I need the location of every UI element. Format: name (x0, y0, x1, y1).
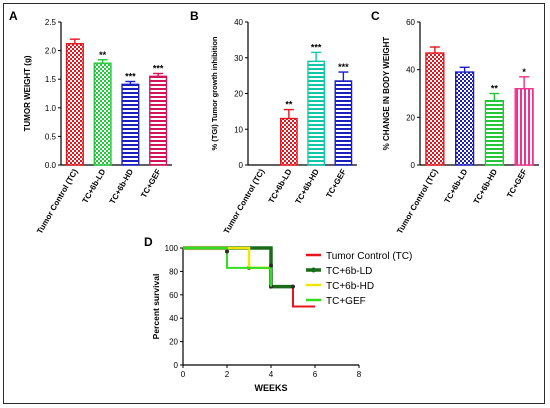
survival-y-tick-label: 40 (169, 314, 178, 323)
panel-b-y-tick-label: 30 (234, 54, 243, 63)
survival-censor-marker (269, 263, 273, 268)
survival-x-axis-label: WEEKS (254, 383, 287, 393)
survival-y-tick-label: 0 (174, 361, 179, 370)
panel-a-y-tick-label: 2.0 (45, 47, 57, 56)
survival-x-tick-label: 0 (181, 370, 186, 379)
legend-label: TC+6b-HD (326, 281, 374, 292)
panel-c-bar (425, 52, 445, 166)
panel-b-y-tick-label: 40 (234, 18, 243, 27)
survival-x-tick-label: 8 (357, 370, 362, 379)
legend-swatch-marker (311, 267, 316, 273)
panel-a-significance-label: *** (153, 63, 164, 73)
figure-frame (3, 3, 545, 404)
panel-c-bar (514, 88, 534, 166)
legend-label: TC+6b-LD (326, 266, 372, 277)
panel-b-significance-label: *** (311, 42, 322, 52)
panel-b-category-label: TC+6b-LD (267, 167, 294, 205)
panel-c-significance-label: * (522, 67, 526, 77)
panel-letter-b: B (190, 9, 199, 23)
panel-a-significance-label: ** (99, 50, 107, 60)
survival-x-tick-label: 4 (269, 370, 274, 379)
panel-c-y-tick-label: 40 (406, 66, 415, 75)
panel-a-bar (65, 43, 84, 166)
panel-c-y-tick-label: 20 (406, 113, 415, 122)
panel-b-y-tick-label: 20 (234, 90, 243, 99)
panel-a-y-tick-label: 1.5 (45, 75, 57, 84)
panel-c-significance-label: ** (491, 84, 499, 94)
panel-c-category-label: TC+6b-LD (443, 167, 470, 205)
panel-a-y-axis-label: TUMOR WEIGHT (g) (23, 55, 32, 131)
panel-b-y-tick-label: 0 (239, 161, 244, 170)
panel-b-bar (307, 60, 326, 166)
panel-a-category-label: Tumor Control (TC) (35, 167, 80, 235)
panel-letter-a: A (9, 9, 18, 23)
panel-c-y-tick-label: 60 (406, 18, 415, 27)
panel-a-y-tick-label: 0.5 (45, 132, 57, 141)
survival-y-tick-label: 80 (169, 267, 178, 276)
survival-x-tick-label: 6 (313, 370, 318, 379)
panel-letter-c: C (371, 9, 380, 23)
panel-b-significance-label: ** (285, 100, 293, 110)
panel-a-category-label: TC+6b-LD (81, 167, 108, 205)
panel-b-category-label: TC+6b-HD (294, 167, 321, 205)
panel-a-y-tick-label: 2.5 (45, 18, 57, 27)
panel-b-y-tick-label: 10 (234, 125, 243, 134)
legend-label: TC+GEF (326, 296, 366, 307)
panel-letter-d: D (144, 235, 153, 249)
panel-a-bar (93, 62, 112, 166)
panel-a-category-label: TC+6b-HD (108, 167, 135, 205)
survival-x-tick-label: 2 (225, 370, 230, 379)
panel-c-y-axis-label: % CHANGE IN BODY WEIGHT (382, 37, 391, 151)
survival-y-tick-label: 60 (169, 291, 178, 300)
panel-b-y-axis-label: % (TGI) Tumor growth inhibition (210, 36, 219, 150)
panel-c-category-label: Tumor Control (TC) (395, 167, 440, 235)
panel-b-category-label: Tumor Control (TC) (222, 167, 267, 235)
survival-y-tick-label: 100 (165, 244, 179, 253)
panel-c-bar (455, 71, 475, 166)
panel-a-y-tick-label: 0.0 (45, 161, 57, 170)
panel-b-bar (334, 80, 353, 166)
panel-c-y-tick-label: 0 (411, 161, 416, 170)
survival-censor-marker (291, 284, 295, 289)
panel-a-bar (121, 83, 140, 166)
legend-label: Tumor Control (TC) (326, 251, 412, 262)
survival-y-axis-label: Percent survival (151, 274, 161, 340)
panel-b-significance-label: *** (338, 62, 349, 72)
panel-a-y-tick-label: 1.0 (45, 104, 57, 113)
panel-c-bar (484, 99, 505, 166)
survival-y-tick-label: 20 (169, 338, 178, 347)
panel-c-category-label: TC+GEF (505, 167, 529, 199)
panel-a-category-label: TC+GEF (139, 167, 163, 199)
panel-a-significance-label: *** (125, 71, 136, 81)
panel-c-category-label: TC+6b-HD (472, 167, 499, 205)
panel-b-category-label: TC+GEF (324, 167, 348, 199)
panel-a-bar (149, 75, 168, 166)
panel-b-bar (280, 117, 298, 166)
survival-series-line (183, 247, 272, 287)
survival-censor-marker (225, 249, 229, 254)
